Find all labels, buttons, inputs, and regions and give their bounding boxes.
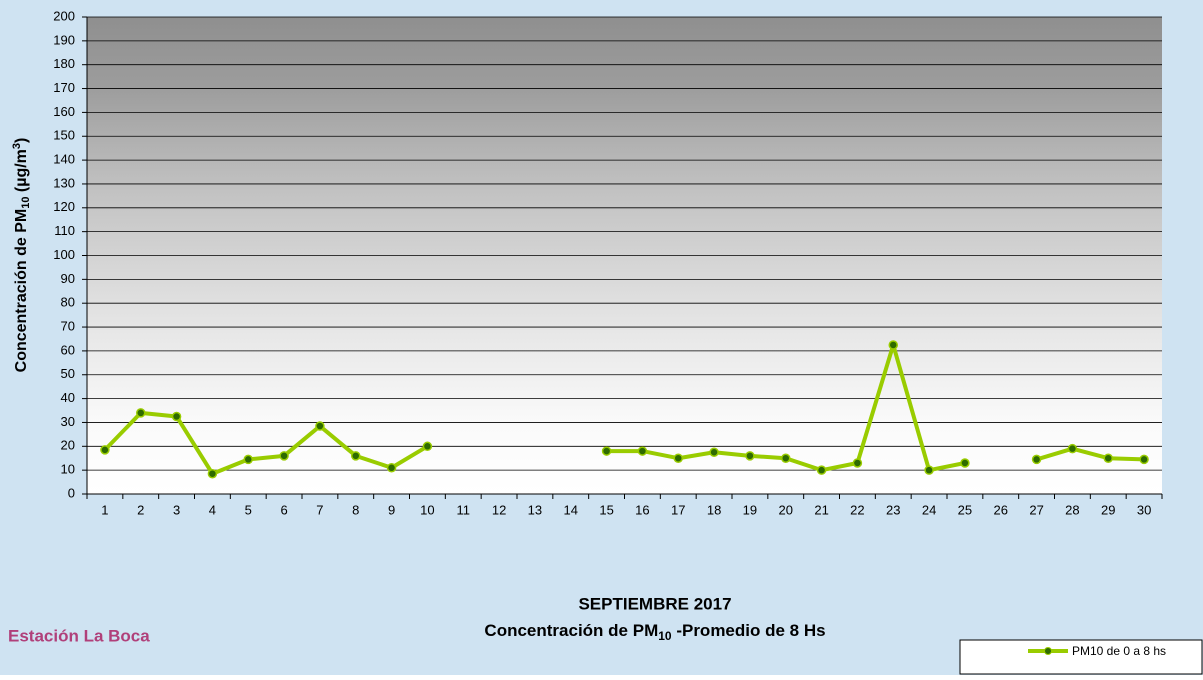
x-tick-label: 20 xyxy=(779,502,793,517)
y-tick-label: 140 xyxy=(53,152,75,167)
data-point xyxy=(386,463,397,473)
x-tick-label: 6 xyxy=(280,502,287,517)
x-tick-label: 15 xyxy=(599,502,613,517)
y-tick-label: 170 xyxy=(53,80,75,95)
y-tick-label: 30 xyxy=(61,414,75,429)
x-tick-label: 23 xyxy=(886,502,900,517)
data-point xyxy=(745,451,755,461)
x-tick-label: 1 xyxy=(101,502,108,517)
data-point xyxy=(816,465,827,475)
y-tick-label: 110 xyxy=(54,223,75,238)
y-tick-label: 0 xyxy=(68,485,75,500)
x-tick-label: 30 xyxy=(1137,502,1151,517)
x-tick-label: 8 xyxy=(352,502,359,517)
y-tick-label: 10 xyxy=(61,462,75,477)
x-tick-label: 7 xyxy=(316,502,323,517)
y-tick-label: 50 xyxy=(61,366,75,381)
y-tick-label: 160 xyxy=(53,104,75,119)
y-axis-label: Concentración de PM10 (µg/m3) xyxy=(11,138,32,373)
chart-subtitle: Concentración de PM10 -Promedio de 8 Hs xyxy=(484,621,825,643)
y-tick-label: 120 xyxy=(53,199,75,214)
legend xyxy=(959,639,1203,675)
x-tick-label: 25 xyxy=(958,502,972,517)
data-point xyxy=(351,451,361,461)
data-point xyxy=(100,445,110,455)
x-tick-label: 14 xyxy=(564,502,578,517)
data-point xyxy=(924,465,934,475)
data-point xyxy=(888,340,898,350)
x-tick-label: 28 xyxy=(1065,502,1079,517)
chart-title: SEPTIEMBRE 2017 xyxy=(578,594,731,613)
data-point xyxy=(852,458,863,468)
data-point xyxy=(315,421,325,431)
y-tick-label: 20 xyxy=(61,438,75,453)
data-point xyxy=(422,441,433,452)
x-tick-label: 11 xyxy=(457,502,471,517)
x-tick-label: 18 xyxy=(707,502,721,517)
x-tick-label: 24 xyxy=(922,502,936,517)
data-point xyxy=(960,458,970,468)
data-point xyxy=(279,451,289,461)
legend-marker xyxy=(1044,647,1052,655)
x-tick-label: 3 xyxy=(173,502,180,517)
station-label: Estación La Boca xyxy=(8,626,150,645)
x-tick-label: 9 xyxy=(388,502,395,517)
y-tick-label: 200 xyxy=(53,8,75,23)
x-tick-label: 4 xyxy=(209,502,216,517)
x-tick-label: 2 xyxy=(137,502,144,517)
x-tick-label: 13 xyxy=(528,502,542,517)
x-tick-label: 19 xyxy=(743,502,757,517)
y-tick-label: 40 xyxy=(61,390,75,405)
y-tick-label: 130 xyxy=(53,175,75,190)
x-tick-label: 22 xyxy=(850,502,864,517)
data-point xyxy=(601,446,612,456)
y-tick-label: 190 xyxy=(53,32,75,47)
data-point xyxy=(1067,443,1078,454)
y-tick-label: 100 xyxy=(53,247,75,262)
y-tick-label: 60 xyxy=(61,342,75,357)
data-point xyxy=(207,468,218,479)
x-tick-label: 10 xyxy=(420,502,434,517)
x-tick-label: 12 xyxy=(492,502,506,517)
y-tick-label: 80 xyxy=(61,295,75,310)
x-tick-label: 21 xyxy=(814,502,828,517)
y-tick-label: 70 xyxy=(61,318,75,333)
data-point xyxy=(1139,454,1149,465)
x-tick-label: 5 xyxy=(245,502,252,517)
data-point xyxy=(637,446,648,456)
data-point xyxy=(781,453,791,463)
data-point xyxy=(1031,454,1042,465)
data-point xyxy=(673,453,683,463)
y-tick-label: 180 xyxy=(53,56,75,71)
x-tick-label: 26 xyxy=(994,502,1008,517)
data-point xyxy=(136,408,146,418)
legend-label: PM10 de 0 a 8 hs xyxy=(1072,644,1166,658)
data-point xyxy=(709,447,719,458)
x-tick-label: 16 xyxy=(635,502,649,517)
x-tick-label: 27 xyxy=(1029,502,1043,517)
y-tick-label: 90 xyxy=(61,271,75,286)
y-tick-label: 150 xyxy=(53,128,75,143)
data-point xyxy=(243,454,253,465)
data-point xyxy=(171,411,182,422)
x-tick-label: 29 xyxy=(1101,502,1115,517)
x-tick-label: 17 xyxy=(671,502,685,517)
data-point xyxy=(1103,453,1113,463)
